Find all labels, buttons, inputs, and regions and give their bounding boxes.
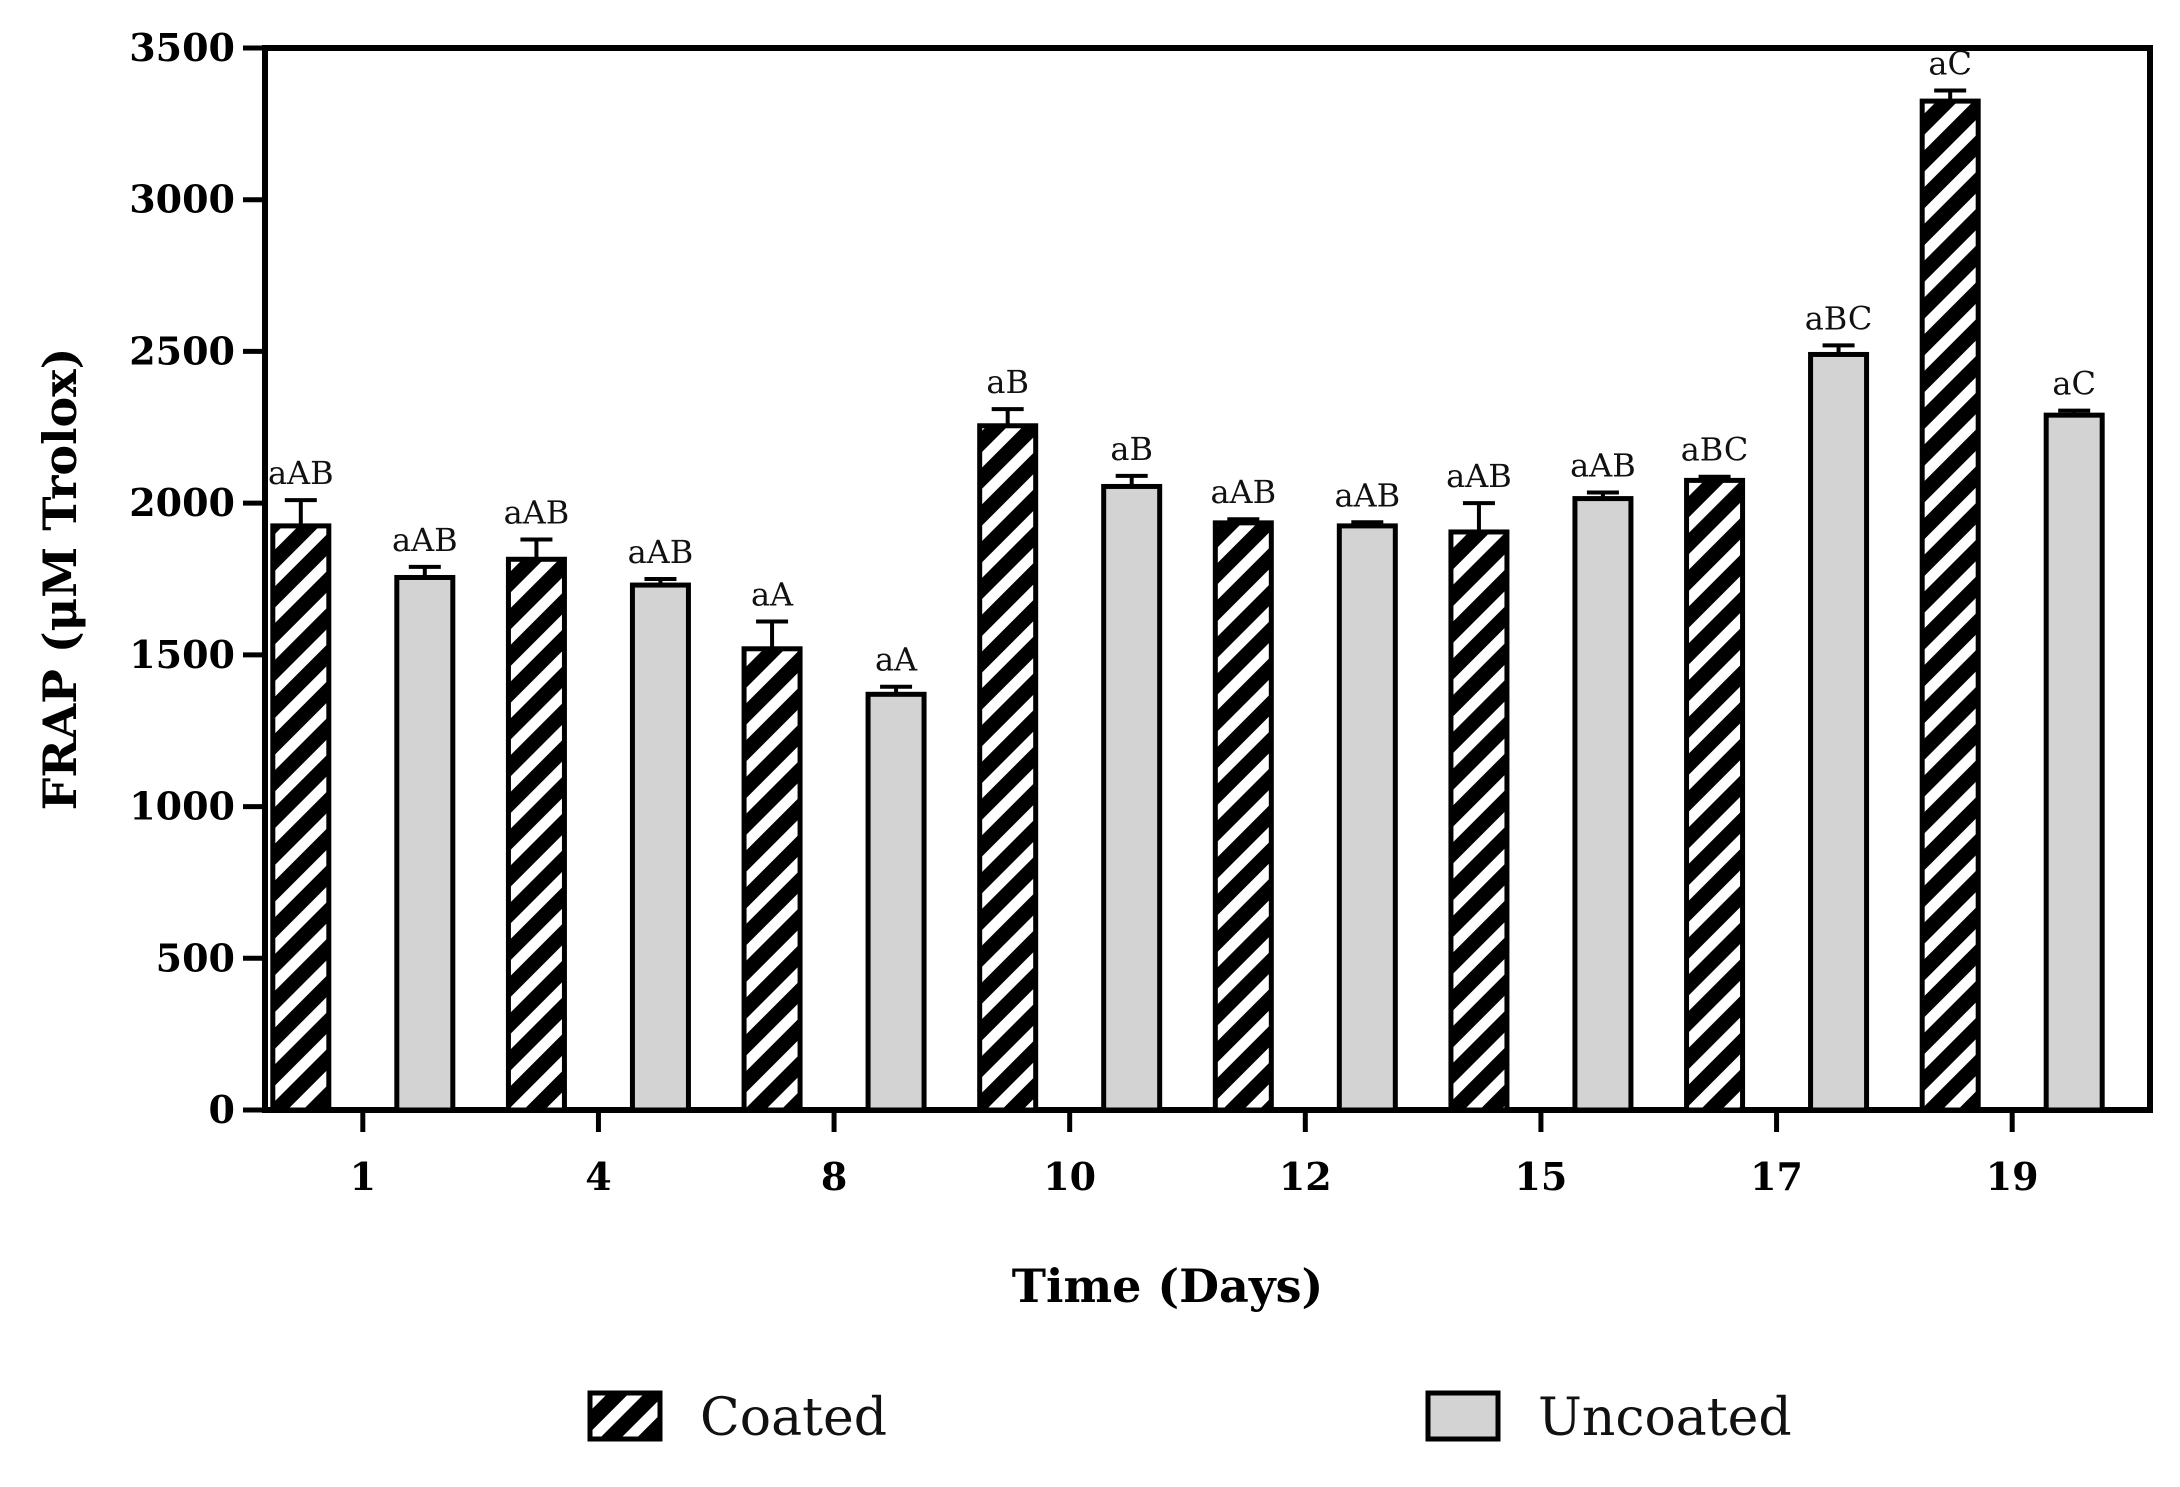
coated-bar-day-4	[505, 556, 567, 1113]
significance-label: aA	[751, 575, 794, 613]
significance-labels: aAB aAB aAB aAB aA aA aB aB aAB aAB aAB aAB aBC aBC aC…	[268, 44, 2096, 678]
uncoated-bar-day-10	[1101, 483, 1163, 1113]
coated-bar-day-10	[977, 423, 1039, 1113]
coated-bar-day-17	[1684, 477, 1746, 1113]
significance-label: aAB	[1570, 447, 1636, 485]
significance-label: aA	[875, 641, 918, 679]
uncoated-bar-day-1	[394, 574, 456, 1113]
significance-label: aB	[986, 363, 1029, 401]
bars	[270, 88, 2105, 1113]
uncoated-bar-day-4	[629, 582, 691, 1113]
axes: 0 500 1000 1500 2000 2500 3000 3500 1 4 8 10 12 15 17 1…	[33, 25, 2039, 1313]
significance-label: aBC	[1681, 431, 1749, 469]
coated-bar-day-1	[270, 523, 332, 1113]
significance-label: aAB	[628, 533, 694, 571]
y-axis-title: FRAP (μM Trolox)	[33, 348, 87, 811]
coated-bar-day-19	[1919, 98, 1981, 1113]
plot-area	[262, 45, 2153, 1113]
x-tick-label: 15	[1514, 1154, 1567, 1199]
y-tick-label: 500	[156, 935, 235, 980]
x-tick-label: 19	[1986, 1154, 2039, 1199]
uncoated-bar-day-15	[1572, 496, 1634, 1113]
uncoated-bar-day-12	[1336, 523, 1398, 1113]
y-tick-label: 3000	[129, 177, 235, 222]
plot-frame	[262, 45, 2153, 1113]
uncoated-bar-day-19	[2043, 412, 2105, 1113]
y-tick-label: 2000	[129, 480, 235, 525]
significance-label: aBC	[1805, 299, 1873, 337]
x-tick-label: 17	[1750, 1154, 1803, 1199]
y-tick-label: 1500	[129, 632, 235, 677]
coated-legend-swatch	[587, 1390, 663, 1442]
y-tick-label: 1000	[129, 784, 235, 829]
coated-bar-day-15	[1448, 529, 1510, 1113]
significance-label: aAB	[268, 454, 334, 492]
x-tick-label: 4	[585, 1154, 611, 1199]
x-tick-label: 8	[821, 1154, 847, 1199]
uncoated-legend-label: Uncoated	[1538, 1388, 1792, 1448]
x-axis-title: Time (Days)	[1012, 1259, 1324, 1313]
significance-label: aAB	[504, 494, 570, 532]
x-tick-label: 10	[1043, 1154, 1096, 1199]
coated-bar-day-8	[741, 646, 803, 1113]
significance-label: aAB	[1446, 457, 1512, 495]
coated-bar-day-12	[1212, 520, 1274, 1113]
coated-legend-label: Coated	[700, 1388, 887, 1448]
legend: Coated Uncoated	[587, 1388, 1792, 1448]
significance-label: aC	[2052, 365, 2096, 403]
y-tick-label: 2500	[129, 328, 235, 373]
uncoated-bar-day-17	[1808, 351, 1870, 1113]
uncoated-legend-swatch	[1425, 1390, 1501, 1442]
significance-label: aAB	[392, 521, 458, 559]
y-tick-label: 0	[209, 1087, 235, 1132]
x-tick-label: 12	[1279, 1154, 1332, 1199]
significance-label: aB	[1110, 430, 1153, 468]
y-tick-label: 3500	[129, 25, 235, 70]
significance-label: aAB	[1210, 473, 1276, 511]
x-tick-label: 1	[350, 1154, 376, 1199]
significance-label: aAB	[1334, 476, 1400, 514]
uncoated-bar-day-8	[865, 691, 927, 1113]
significance-label: aC	[1928, 44, 1972, 82]
